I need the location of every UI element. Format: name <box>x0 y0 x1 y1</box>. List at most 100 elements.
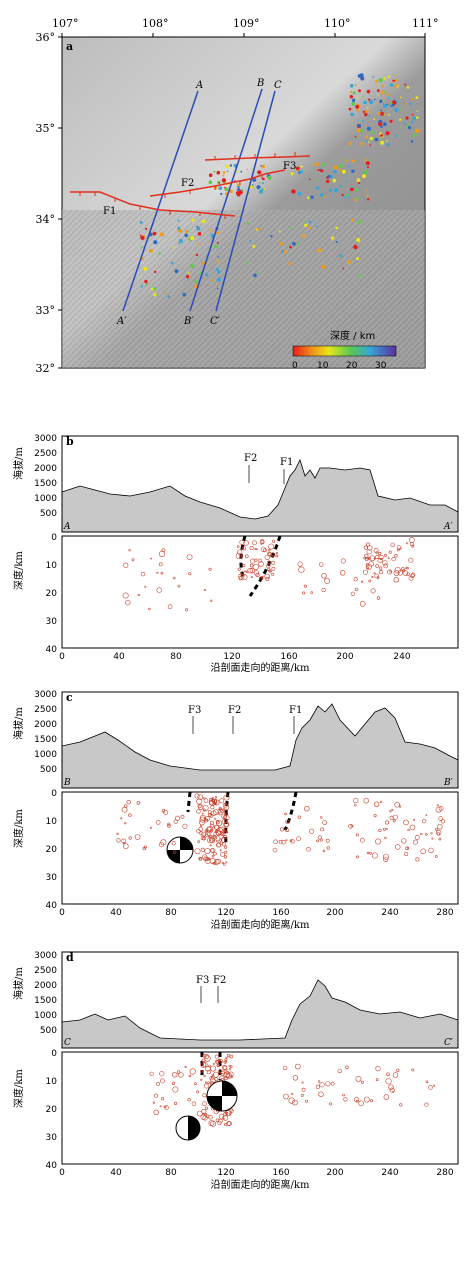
seismic-event <box>369 144 372 146</box>
seismic-event <box>360 129 364 133</box>
seismic-event <box>355 104 360 109</box>
seismic-event <box>355 196 359 200</box>
seismic-event <box>197 232 202 236</box>
hypocenter <box>216 842 222 848</box>
hypocenter <box>215 1059 219 1064</box>
seismic-event <box>216 287 219 290</box>
seismic-event <box>267 175 272 180</box>
hypocenter <box>366 851 370 855</box>
hypocenter <box>436 804 439 807</box>
hypocenter <box>300 1094 304 1097</box>
seismic-event <box>377 89 380 92</box>
lon-labels: 107° 108° 109° 110° 111° <box>52 17 439 30</box>
seismic-event <box>202 277 205 280</box>
hypocenter <box>297 561 303 567</box>
hypocenter <box>254 547 257 550</box>
seismic-event <box>366 194 369 197</box>
profile-panel-d: 海拔/m 3000 2500 2000 1500 1000 500 d C C′… <box>12 951 459 1191</box>
hypocenter <box>402 569 406 573</box>
seismic-event <box>317 168 320 172</box>
hypocenter <box>360 1080 364 1084</box>
hypocenter <box>378 551 382 556</box>
seismic-event <box>196 226 201 231</box>
x-tick: 240 <box>393 652 410 662</box>
hypocenter <box>223 863 226 866</box>
hypocenter <box>406 572 410 576</box>
hypocenter <box>159 1105 162 1108</box>
hypocenter <box>191 1101 197 1106</box>
depth-tick: 10 <box>46 1077 58 1087</box>
hypocenter <box>371 852 378 859</box>
hypocenter <box>380 557 383 561</box>
hypocenter <box>348 823 353 829</box>
hypocenter <box>420 848 427 855</box>
hypocenter <box>202 1101 207 1106</box>
hypocenter <box>131 558 135 562</box>
hypocenter <box>167 823 171 828</box>
legend-tick: 10 <box>317 361 329 371</box>
seismic-event <box>410 140 414 143</box>
seismic-event <box>278 230 281 233</box>
seismic-event <box>374 137 379 142</box>
seismic-event <box>241 189 244 192</box>
hypocenter <box>210 810 217 817</box>
elev-tick: 2500 <box>34 705 57 715</box>
seismic-event <box>347 165 350 168</box>
seismic-event <box>370 130 374 134</box>
hypocenter <box>368 579 372 583</box>
hypocenter <box>204 1054 209 1059</box>
seismic-event <box>306 196 310 200</box>
seismic-event <box>154 270 157 274</box>
seismic-event <box>252 244 256 248</box>
seismic-event <box>352 98 355 101</box>
topography-profile <box>61 979 459 1049</box>
seismic-event <box>214 244 218 249</box>
hypocenter <box>438 816 444 821</box>
seismic-event <box>351 159 355 163</box>
hypocenter <box>196 829 201 834</box>
hypocenter <box>408 537 415 543</box>
hypocenter <box>301 1087 306 1092</box>
hypocenter <box>220 1071 225 1076</box>
seismic-event <box>386 93 389 96</box>
hypocenter <box>223 804 230 811</box>
elev-tick: 2500 <box>34 966 57 976</box>
hypocenter <box>410 572 416 577</box>
hypocenter <box>275 554 279 558</box>
hypocenter <box>430 832 433 835</box>
hypocenter <box>383 1094 390 1100</box>
hypocenter <box>202 836 207 841</box>
hypocenter <box>208 813 212 818</box>
seismic-event <box>382 103 385 105</box>
hypocenter <box>240 554 244 558</box>
depth-frame <box>61 535 459 649</box>
seismic-event <box>312 163 315 166</box>
hypocenter <box>196 1090 200 1094</box>
hypocenter <box>124 822 127 825</box>
hypocenter <box>215 820 220 825</box>
legend-tick: 20 <box>346 361 358 371</box>
seismic-event <box>194 284 197 287</box>
seismic-event <box>333 188 339 193</box>
seismic-event <box>270 235 273 238</box>
seismic-event <box>356 128 361 133</box>
hypocenter <box>218 1113 225 1120</box>
seismic-event <box>338 163 343 168</box>
lat-tick: 35° <box>36 122 56 135</box>
seismic-event <box>333 169 337 174</box>
seismic-event <box>297 242 301 245</box>
profile-start-a: A <box>195 80 203 91</box>
hypocenter <box>203 588 206 591</box>
lat-tick: 32° <box>36 362 56 375</box>
hypocenter <box>203 817 207 820</box>
hypocenter <box>424 833 428 836</box>
hypocenter <box>201 831 207 837</box>
seismic-event <box>300 165 304 168</box>
seismic-event <box>357 74 362 78</box>
hypocenter <box>325 1081 331 1087</box>
seismic-event <box>345 180 348 183</box>
elev-frame <box>61 951 459 1049</box>
hypocenter <box>222 1064 228 1070</box>
seismic-event <box>321 163 326 167</box>
